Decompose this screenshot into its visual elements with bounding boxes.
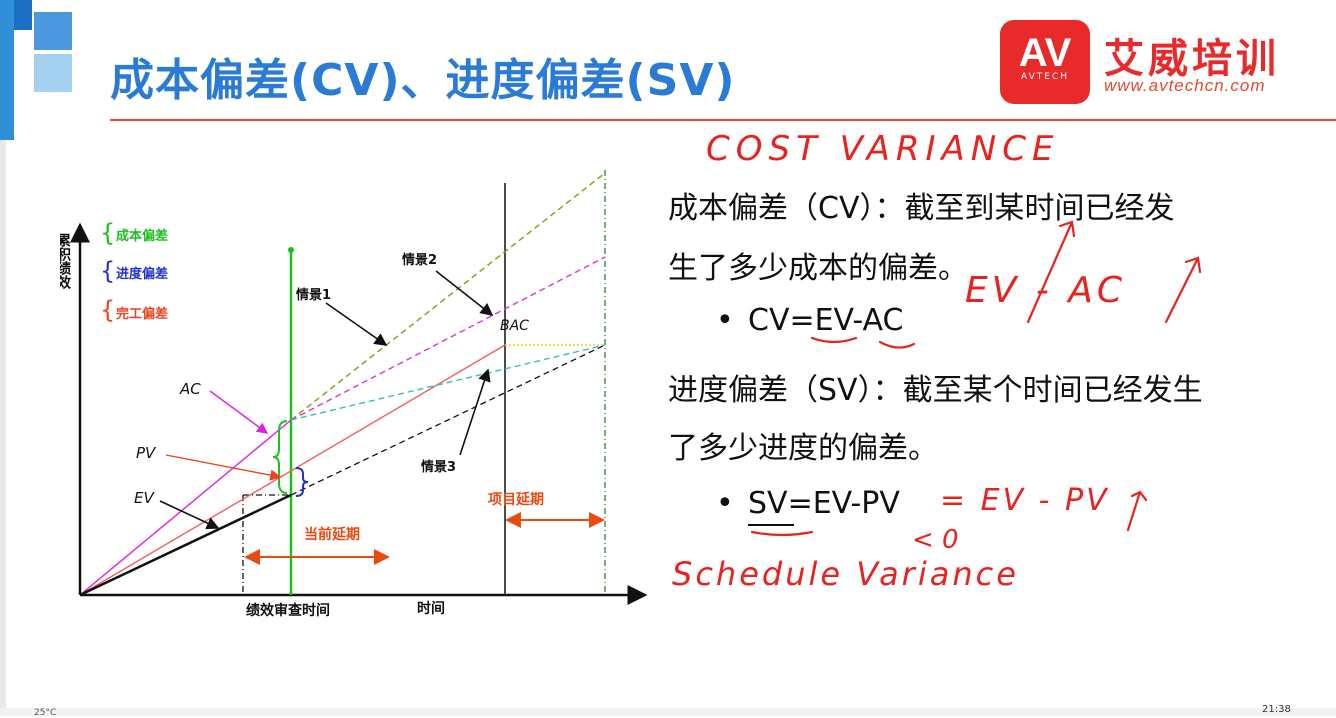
decor-blue-square: [34, 54, 72, 92]
handwritten-cost-variance: COST VARIANCE: [706, 129, 1059, 169]
hw-sv-underline: [750, 530, 814, 537]
y-axis-label: 累积绩效: [60, 233, 71, 290]
cv-definition-line1: 成本偏差（CV）：截至到某时间已经发: [668, 191, 1175, 226]
sv-definition-line2: 了多少进度的偏差。: [668, 431, 938, 466]
handwritten-ev-pv: = EV - PV: [940, 483, 1110, 518]
cost-variance-brace: [272, 420, 288, 494]
scenario2-line: [290, 256, 606, 421]
ac-line: [79, 419, 292, 596]
legend-completion-variance: 完工偏差: [116, 306, 168, 322]
hw-up-arrow-2: [1164, 256, 1202, 324]
review-time-dot: [288, 247, 294, 253]
project-delay-label: 项目延期: [488, 491, 544, 508]
cv-formula: CV=EV-AC: [748, 303, 904, 338]
scenario3-label: 情景3: [421, 459, 456, 475]
pv-pointer: [165, 454, 282, 481]
ev-pointer: [159, 500, 220, 530]
legend-schedule-variance: 进度偏差: [116, 266, 168, 282]
ev-forecast-line: [290, 344, 606, 496]
earned-value-diagram: 累积绩效 时间 绩效审查时间 { 成本偏差 { 进度偏差 { 完工偏差 AC P…: [60, 170, 648, 619]
pv-label: PV: [136, 444, 157, 462]
slide-title: 成本偏差(CV)、进度偏差(SV): [110, 55, 736, 106]
legend-brace-completion: {: [100, 296, 115, 324]
schedule-variance-brace: [295, 467, 309, 497]
ac-label: AC: [179, 380, 201, 398]
legend-brace-schedule: {: [100, 257, 115, 285]
scenario1-label: 情景1: [296, 287, 331, 303]
ev-label: EV: [134, 489, 155, 507]
decor-blue-bar: [0, 0, 14, 140]
legend-brace-cost: {: [100, 219, 115, 247]
cv-definition-line2: 生了多少成本的偏差。: [668, 251, 968, 286]
bac-label: BAC: [500, 318, 529, 334]
review-time-label: 绩效审查时间: [246, 602, 330, 619]
brand-logo-subtext: AVTECH: [1021, 72, 1069, 82]
window-edge: [0, 140, 6, 710]
handwritten-less-zero: < 0: [912, 525, 959, 555]
scenario3-line: [290, 344, 606, 421]
scenario2-pointer: [435, 270, 494, 316]
legend-cost-variance: 成本偏差: [116, 228, 168, 244]
taskbar-clock[interactable]: 21:38: [1262, 704, 1291, 715]
scenario3-pointer: [459, 368, 491, 456]
brand-logo: AV AVTECH: [1000, 20, 1090, 104]
taskbar: [0, 708, 1336, 716]
decor-blue-square: [34, 12, 72, 50]
title-underline: [110, 119, 1336, 121]
hw-up-arrow-1: [1026, 220, 1076, 324]
ev-line: [79, 493, 292, 597]
taskbar-temperature: 25°C: [34, 708, 57, 718]
pv-line: [79, 344, 506, 596]
ac-pointer: [209, 390, 269, 434]
sv-formula: SV=EV-PV: [748, 486, 900, 521]
hw-up-arrow-3: [1126, 490, 1148, 532]
scenario1-pointer: [325, 302, 388, 346]
handwritten-ev-ac: EV - AC: [965, 270, 1126, 311]
handwritten-schedule-variance: Schedule Variance: [672, 555, 1019, 593]
brand-logo-text: AV: [1018, 31, 1072, 75]
brand-name: 艾威培训: [1104, 36, 1280, 82]
brand-url: www.avtechcn.com: [1104, 76, 1266, 95]
hw-cv-underline: [810, 336, 916, 349]
decor-blue-square: [14, 0, 32, 30]
bullet-dot: •: [716, 486, 734, 521]
scenario2-label: 情景2: [402, 252, 437, 268]
bullet-dot: •: [716, 303, 734, 338]
x-axis-label: 时间: [417, 600, 445, 617]
scenario1-line: [290, 172, 606, 421]
current-delay-label: 当前延期: [304, 526, 360, 543]
sv-definition-line1: 进度偏差（SV）：截至某个时间已经发生: [668, 373, 1203, 408]
sv-underline: [748, 524, 794, 526]
